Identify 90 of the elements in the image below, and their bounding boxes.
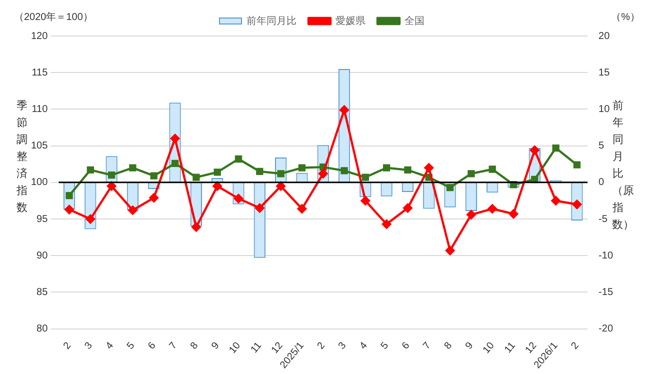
point: [551, 196, 560, 206]
y-tick-label: 120: [30, 30, 48, 42]
y-tick-label: 85: [36, 287, 48, 298]
point: [446, 184, 454, 192]
y2-tick-label: 15: [598, 67, 610, 78]
x-tick-label: 8: [442, 340, 455, 352]
point: [573, 161, 581, 168]
legend-label: 前年同月比: [246, 14, 296, 27]
point: [171, 160, 179, 167]
point: [234, 155, 242, 163]
y2-tick-label: 20: [598, 30, 610, 42]
y2-tick-label: -10: [598, 250, 614, 262]
x-tick-label: 9: [210, 340, 222, 352]
point: [362, 174, 369, 181]
point: [106, 181, 116, 191]
y2-tick-label: 0: [598, 177, 605, 188]
point: [129, 164, 136, 172]
point: [170, 134, 180, 144]
x-tick-label: 3: [82, 340, 96, 352]
x-tick-label: 2: [569, 340, 582, 352]
point: [318, 169, 328, 178]
x-tick-label: 7: [421, 340, 434, 352]
point: [256, 168, 264, 176]
y-tick-label: 100: [30, 177, 48, 188]
point: [255, 203, 264, 213]
y2-tick-label: -20: [598, 324, 614, 335]
point: [340, 167, 348, 174]
y2-tick-label: 10: [598, 104, 610, 115]
y-tick-label: 90: [36, 250, 48, 262]
point: [445, 246, 455, 256]
point: [86, 214, 96, 224]
x-tick-label: 4: [104, 340, 116, 352]
y2-axis-title: 前年同月比（原指数）: [612, 99, 634, 233]
y-tick-label: 110: [32, 104, 48, 115]
legend-label: 全国: [404, 14, 424, 27]
y-tick-label: 115: [32, 67, 48, 78]
y-axis-title: 季節調整済指数: [16, 99, 28, 216]
x-tick-label: 2: [316, 340, 328, 352]
point: [404, 166, 412, 174]
y-tick-label: 105: [30, 140, 48, 152]
x-tick-label: 10: [227, 340, 244, 356]
y2-tick-label: -5: [598, 214, 608, 225]
x-tick-label: 6: [400, 340, 412, 352]
point: [508, 209, 518, 219]
legend-label: 愛媛県: [336, 14, 366, 27]
point: [530, 146, 540, 155]
x-tick-label: 11: [502, 340, 518, 356]
point: [192, 174, 200, 181]
point: [466, 210, 476, 220]
x-tick-label: 12: [523, 340, 540, 356]
y2-tick-label: 5: [598, 140, 605, 152]
point: [212, 181, 222, 191]
x-tick-label: 11: [248, 340, 264, 356]
point: [128, 206, 138, 215]
point: [150, 172, 158, 180]
point: [360, 196, 370, 206]
point: [382, 220, 392, 229]
x-tick-label: 10: [481, 340, 498, 356]
x-tick-label: 9: [464, 340, 476, 352]
x-tick-label: 8: [188, 340, 201, 352]
point: [108, 172, 116, 179]
point: [488, 204, 497, 214]
x-tick-label: 7: [167, 340, 180, 352]
point: [149, 193, 158, 202]
point: [340, 105, 349, 115]
point: [64, 204, 74, 214]
point: [214, 168, 221, 176]
x-tick-label: 2: [62, 340, 74, 352]
y-tick-label: 95: [36, 214, 48, 225]
y-tick-label: 80: [36, 324, 48, 335]
point: [276, 181, 286, 191]
point: [383, 164, 390, 172]
x-tick-label: 12: [270, 340, 286, 356]
text: （2020年＝100）: [14, 10, 93, 23]
point: [86, 166, 94, 174]
y2-tick-label: -15: [598, 287, 614, 298]
x-tick-label: 3: [336, 340, 349, 352]
point: [552, 144, 560, 152]
point: [297, 204, 307, 214]
x-tick-label: 5: [125, 340, 138, 352]
point: [403, 203, 412, 213]
point: [488, 166, 496, 173]
x-tick-label: 5: [378, 340, 392, 352]
x-tick-label: 6: [146, 340, 159, 352]
point: [192, 222, 201, 232]
point: [298, 164, 306, 172]
point: [424, 163, 434, 172]
point: [468, 170, 475, 178]
text: （%）: [611, 12, 640, 23]
x-tick-label: 4: [358, 340, 370, 352]
